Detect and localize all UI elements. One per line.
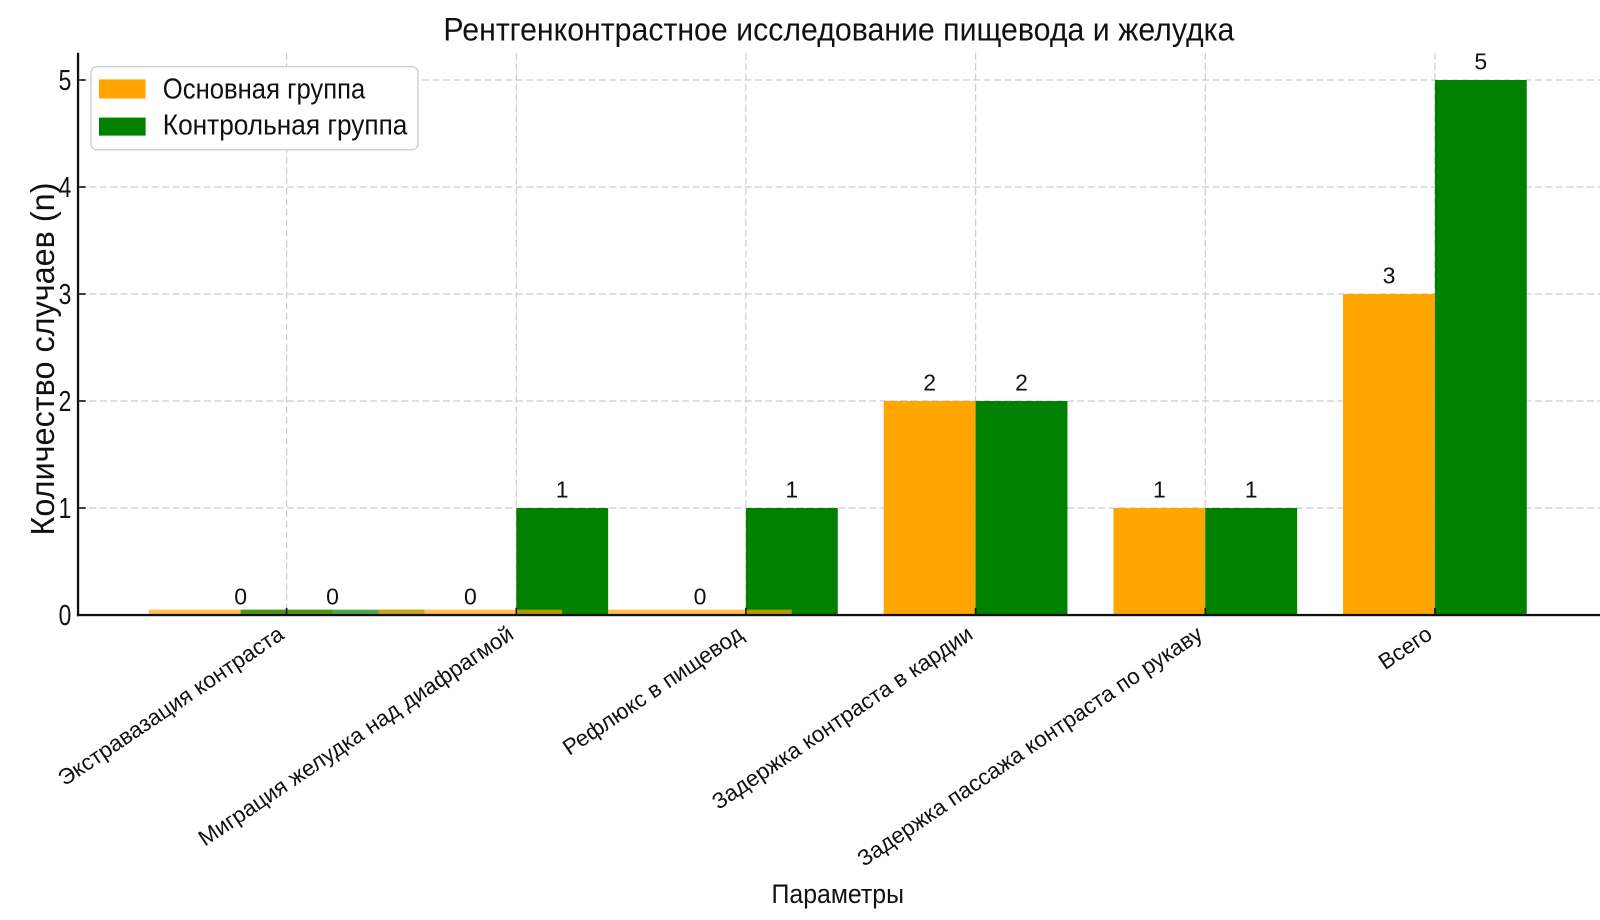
svg-text:Количество случаев (n): Количество случаев (n) (24, 183, 61, 536)
svg-text:5: 5 (1474, 48, 1487, 74)
svg-text:1: 1 (59, 493, 72, 525)
svg-text:0: 0 (326, 583, 339, 609)
svg-text:Параметры: Параметры (772, 879, 905, 909)
svg-text:0: 0 (694, 583, 707, 609)
svg-text:4: 4 (59, 172, 72, 204)
svg-text:2: 2 (1015, 369, 1028, 395)
svg-text:1: 1 (1245, 476, 1258, 502)
svg-text:Основная группа: Основная группа (163, 74, 366, 106)
svg-text:1: 1 (785, 476, 798, 502)
svg-text:2: 2 (923, 369, 936, 395)
svg-text:1: 1 (556, 476, 569, 502)
svg-text:Контрольная группа: Контрольная группа (163, 110, 408, 142)
svg-text:1: 1 (1153, 476, 1166, 502)
svg-text:3: 3 (1383, 262, 1396, 288)
svg-text:5: 5 (59, 65, 72, 97)
svg-text:3: 3 (59, 279, 72, 311)
svg-text:0: 0 (234, 583, 247, 609)
svg-text:0: 0 (464, 583, 477, 609)
svg-text:2: 2 (59, 386, 72, 418)
svg-text:0: 0 (59, 600, 72, 632)
svg-text:Рентгенконтрастное исследовани: Рентгенконтрастное исследование пищевода… (443, 11, 1235, 48)
